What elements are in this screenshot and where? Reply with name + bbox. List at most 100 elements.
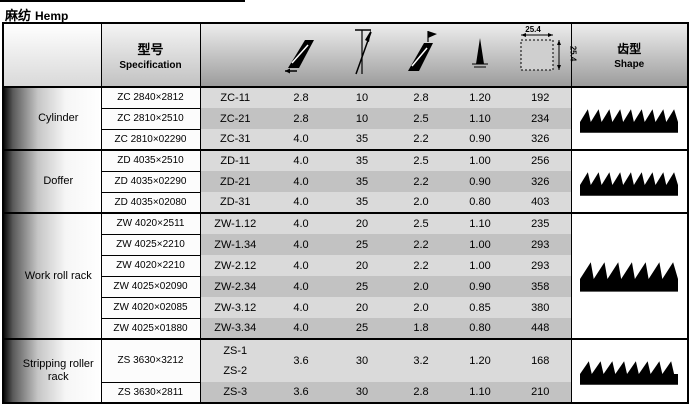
value-cell: 35 — [332, 171, 392, 192]
shape-header-zh: 齿型 — [617, 42, 642, 56]
table-row: Cylinder ZC 2840×2812 ZC-11 2.8 10 2.8 1… — [2, 86, 689, 151]
value-cell: 380 — [510, 297, 571, 318]
value-cell: 403 — [510, 192, 571, 213]
value-cell: 2.8 — [392, 86, 450, 108]
category-cell: Stripping roller rack — [2, 338, 102, 404]
value-cell: 3.2 — [392, 338, 450, 382]
table-header: 型号 Specification — [2, 22, 689, 88]
spec-cell: ZS 3630×3212 — [100, 338, 201, 383]
tooth-profile-image-work-roll — [570, 212, 689, 340]
col-header-5: 25.4 25.4 — [510, 22, 577, 88]
table-row: ZW 4025×02090 ZW-2.34 4.0 25 2.0 0.90 35… — [3, 275, 688, 298]
model-cell: ZD-11 — [200, 149, 270, 171]
spec-cell: ZW 4020×2210 — [100, 254, 201, 277]
spec-header-zh: 型号 — [137, 42, 164, 57]
shape-header: 齿型 Shape — [570, 22, 689, 88]
page-title-zh: 麻纺 — [5, 8, 32, 23]
value-cell: 30 — [332, 382, 392, 403]
value-cell: 2.2 — [392, 255, 450, 276]
value-cell: 4.0 — [270, 297, 332, 318]
value-cell: 326 — [510, 129, 571, 150]
table-row: ZD 4035×02080 ZD-31 4.0 35 2.0 0.80 403 — [3, 191, 688, 214]
tooth-profile-image-doffer — [570, 149, 689, 214]
value-cell: 1.00 — [450, 255, 510, 276]
value-cell: 35 — [332, 129, 392, 150]
model-cell: ZS-3 — [200, 382, 270, 403]
value-cell: 293 — [510, 234, 571, 255]
table-row: ZS 3630×2811 ZS-3 3.6 30 2.8 1.10 210 — [3, 381, 688, 404]
model-cell: ZC-31 — [200, 129, 270, 150]
value-cell: 0.85 — [450, 297, 510, 318]
table-row: ZW 4020×02085 ZW-3.12 4.0 20 2.0 0.85 38… — [3, 296, 688, 319]
value-cell: 4.0 — [270, 234, 332, 255]
value-cell: 2.2 — [392, 171, 450, 192]
value-cell: 0.80 — [450, 192, 510, 213]
base-width-icon — [472, 37, 488, 67]
shape-header-en: Shape — [614, 59, 645, 70]
value-cell: 25 — [332, 276, 392, 297]
value-cell: 4.0 — [270, 318, 332, 339]
value-cell: 1.00 — [450, 149, 510, 171]
value-cell: 0.90 — [450, 276, 510, 297]
spec-header-en: Specification — [119, 60, 182, 71]
value-cell: 1.10 — [450, 212, 510, 234]
value-cell: 0.90 — [450, 129, 510, 150]
value-cell: 448 — [510, 318, 571, 339]
model-cell: ZC-21 — [200, 108, 270, 129]
value-cell: 4.0 — [270, 171, 332, 192]
value-cell: 2.2 — [392, 234, 450, 255]
model-cell: ZW-3.12 — [200, 297, 270, 318]
value-cell: 256 — [510, 149, 571, 171]
value-cell: 192 — [510, 86, 571, 108]
model-cell: ZW-1.12 — [200, 212, 270, 234]
model-header-blank — [199, 22, 270, 88]
table-row: Doffer ZD 4035×2510 ZD-11 4.0 35 2.5 1.0… — [2, 149, 689, 214]
value-cell: 235 — [510, 212, 571, 234]
spec-cell: ZD 4035×02080 — [100, 191, 201, 214]
value-cell: 2.0 — [392, 297, 450, 318]
table-row: ZW 4025×2210 ZW-1.34 4.0 25 2.2 1.00 293 — [3, 233, 688, 256]
value-cell: 4.0 — [270, 149, 332, 171]
col-header-1 — [270, 22, 332, 88]
table-row: ZC 2810×2510 ZC-21 2.8 10 2.5 1.10 234 — [3, 107, 688, 130]
value-cell: 35 — [332, 149, 392, 171]
table-row: ZW 4020×2210 ZW-2.12 4.0 20 2.2 1.00 293 — [3, 254, 688, 277]
model-label: ZS-1 — [223, 345, 248, 357]
value-cell: 2.8 — [270, 108, 332, 129]
tooth-profile-icon — [285, 39, 314, 73]
point-density-icon: 25.4 25.4 — [513, 25, 577, 80]
table-row: Work roll rack ZW 4020×2511 ZW-1.12 4.0 … — [2, 212, 689, 340]
value-cell: 234 — [510, 108, 571, 129]
density-square-icon — [520, 32, 562, 70]
value-cell: 30 — [332, 338, 392, 382]
col-header-3 — [392, 22, 450, 88]
value-cell: 2.5 — [392, 212, 450, 234]
spec-cell: ZW 4025×2210 — [100, 233, 201, 256]
spec-header: 型号 Specification — [100, 22, 201, 88]
spec-cell: ZC 2810×02290 — [100, 128, 201, 151]
category-cell: Doffer — [2, 149, 102, 214]
page-title-en: Hemp — [35, 9, 69, 23]
value-cell: 3.6 — [270, 338, 332, 382]
value-cell: 25 — [332, 318, 392, 339]
table-row: ZC 2810×02290 ZC-31 4.0 35 2.2 0.90 326 — [3, 128, 688, 151]
density-top-label: 25.4 — [525, 24, 541, 34]
model-cell: ZD-21 — [200, 171, 270, 192]
tooth-profile-image-cylinder — [570, 86, 689, 151]
value-cell: 20 — [332, 297, 392, 318]
category-cell: Work roll rack — [2, 212, 102, 340]
specification-table: 型号 Specification — [2, 22, 689, 404]
col-header-4 — [450, 22, 510, 88]
spec-cell: ZW 4020×2511 — [100, 212, 201, 235]
value-cell: 2.0 — [392, 192, 450, 213]
model-cell: ZW-1.34 — [200, 234, 270, 255]
value-cell: 2.8 — [392, 382, 450, 403]
value-cell: 20 — [332, 255, 392, 276]
model-cell: ZW-3.34 — [200, 318, 270, 339]
value-cell: 2.0 — [392, 276, 450, 297]
model-cell: ZS-1 ZS-2 — [200, 338, 270, 382]
value-cell: 25 — [332, 234, 392, 255]
value-cell: 168 — [510, 338, 571, 382]
col-header-2 — [332, 22, 392, 88]
value-cell: 2.8 — [270, 86, 332, 108]
